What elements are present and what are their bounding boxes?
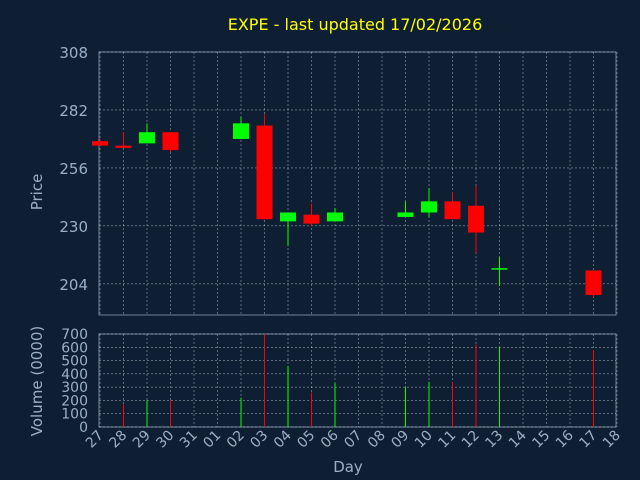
candle-body <box>327 212 343 222</box>
price-y-tick-label: 256 <box>59 160 88 178</box>
price-y-tick-label: 282 <box>59 102 88 120</box>
x-tick-label: 30 <box>153 428 177 452</box>
volume-y-tick-label: 500 <box>61 354 88 370</box>
x-tick-label: 31 <box>177 428 201 452</box>
candle-body <box>162 132 179 151</box>
candle-body <box>421 201 437 213</box>
x-tick-label: 13 <box>482 428 506 452</box>
x-tick-label: 06 <box>318 427 342 451</box>
price-y-tick-label: 230 <box>59 218 88 236</box>
x-axis-label: Day <box>333 458 363 476</box>
volume-y-tick-label: 400 <box>61 367 88 383</box>
volume-y-tick-label: 200 <box>61 393 88 409</box>
price-y-tick-label: 204 <box>59 276 88 294</box>
candlestick-series <box>92 114 602 298</box>
x-tick-label: 07 <box>341 428 365 452</box>
x-tick-label: 02 <box>224 428 248 452</box>
candle-body <box>585 270 602 295</box>
price-plot-area <box>98 51 617 316</box>
volume-bar-series <box>123 334 594 427</box>
price-y-tick-label: 308 <box>59 44 88 62</box>
price-axis-label: Price <box>28 174 46 211</box>
candle-13 <box>491 257 508 287</box>
volume-axis-label: Volume (0000) <box>28 326 46 436</box>
x-tick-label: 12 <box>459 428 483 452</box>
candle-11 <box>444 192 461 220</box>
x-tick-label: 03 <box>247 428 271 452</box>
volume-plot-area <box>98 333 617 428</box>
volume-y-tick-label: 300 <box>61 380 88 396</box>
volume-y-tick-label: 100 <box>61 407 88 423</box>
x-tick-label: 04 <box>271 427 295 451</box>
candle-06 <box>327 208 343 222</box>
candle-09 <box>397 201 414 217</box>
x-tick-label: 08 <box>365 428 389 452</box>
candle-body <box>233 123 249 139</box>
candle-body <box>92 141 108 146</box>
price-y-tick-labels: 204 230 256 282 308 <box>59 44 88 294</box>
x-tick-label: 11 <box>435 428 459 452</box>
x-tick-label: 15 <box>529 428 553 452</box>
candle-28 <box>115 132 132 148</box>
volume-y-tick-label: 0 <box>79 420 88 436</box>
candle-body <box>280 212 296 222</box>
candle-body <box>256 125 273 220</box>
x-tick-label: 18 <box>600 428 624 452</box>
candle-05 <box>303 203 320 226</box>
x-tick-label: 16 <box>553 427 577 451</box>
candle-12 <box>468 185 484 253</box>
candle-body <box>303 214 320 224</box>
price-panel: 204 230 256 282 308 Price <box>28 44 618 316</box>
candle-body <box>468 205 484 233</box>
candle-30 <box>162 132 179 153</box>
candle-10 <box>421 187 437 217</box>
price-grid <box>99 51 618 315</box>
candle-body <box>139 132 155 144</box>
x-tick-label: 14 <box>506 427 530 451</box>
candle-27 <box>92 138 108 146</box>
chart-title: EXPE - last updated 17/02/2026 <box>228 15 483 34</box>
x-tick-label: 28 <box>106 428 130 452</box>
candle-body <box>444 201 461 220</box>
volume-y-tick-label: 600 <box>61 340 88 356</box>
candle-body <box>491 268 508 270</box>
candle-04 <box>280 212 296 246</box>
x-tick-labels: 27 28 29 30 31 01 02 03 04 05 06 07 08 09 10 11 12 13 14 15… <box>83 427 624 451</box>
candle-body <box>115 145 132 148</box>
candle-03 <box>256 114 273 220</box>
candle-02 <box>233 116 249 139</box>
candle-17 <box>585 270 602 298</box>
volume-y-tick-label: 700 <box>61 327 88 343</box>
x-tick-label: 01 <box>200 428 224 452</box>
volume-grid <box>99 333 618 428</box>
candle-29 <box>139 123 155 144</box>
x-tick-label: 09 <box>388 428 412 452</box>
candle-body <box>397 212 414 217</box>
x-tick-label: 29 <box>130 428 154 452</box>
x-tick-label: 10 <box>412 428 436 452</box>
x-tick-label: 17 <box>576 428 600 452</box>
x-tick-label: 05 <box>294 428 318 452</box>
